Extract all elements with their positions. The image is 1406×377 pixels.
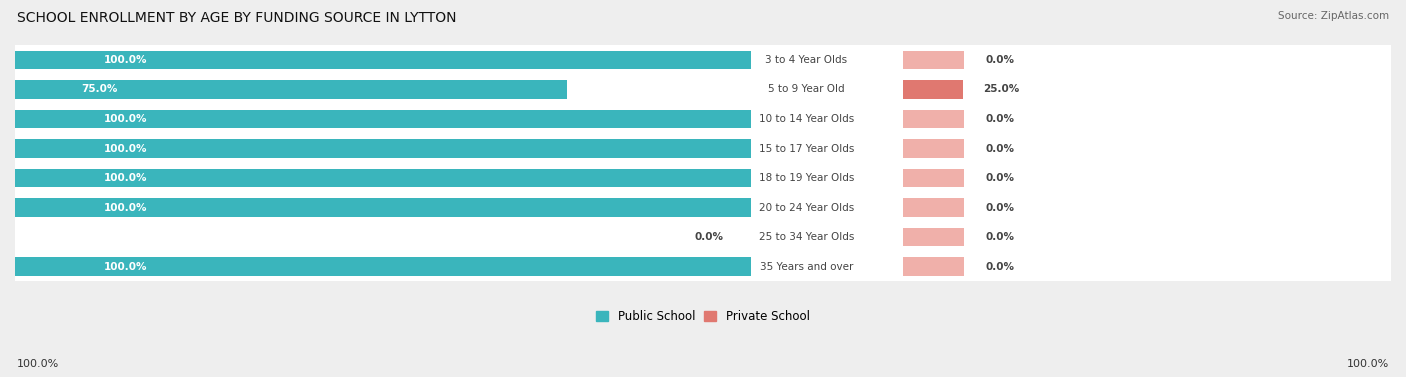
- Text: 100.0%: 100.0%: [103, 202, 146, 213]
- Text: 100.0%: 100.0%: [17, 359, 59, 369]
- Text: 25 to 34 Year Olds: 25 to 34 Year Olds: [758, 232, 853, 242]
- Text: 100.0%: 100.0%: [103, 144, 146, 153]
- Text: 0.0%: 0.0%: [986, 173, 1014, 183]
- Bar: [903, 80, 963, 99]
- Text: Source: ZipAtlas.com: Source: ZipAtlas.com: [1278, 11, 1389, 21]
- FancyBboxPatch shape: [11, 190, 1395, 225]
- FancyBboxPatch shape: [11, 42, 1395, 78]
- Text: 100.0%: 100.0%: [1347, 359, 1389, 369]
- Bar: [15, 51, 751, 69]
- FancyBboxPatch shape: [11, 219, 1395, 255]
- Bar: [903, 139, 965, 158]
- Text: 0.0%: 0.0%: [986, 114, 1014, 124]
- FancyBboxPatch shape: [11, 101, 1395, 136]
- Bar: [15, 169, 751, 187]
- Text: 0.0%: 0.0%: [986, 55, 1014, 65]
- Text: 10 to 14 Year Olds: 10 to 14 Year Olds: [759, 114, 853, 124]
- Bar: [15, 198, 751, 217]
- Text: 0.0%: 0.0%: [986, 262, 1014, 272]
- FancyBboxPatch shape: [11, 131, 1395, 166]
- Bar: [903, 198, 965, 217]
- Text: 0.0%: 0.0%: [986, 232, 1014, 242]
- Text: 0.0%: 0.0%: [695, 232, 724, 242]
- Text: 0.0%: 0.0%: [986, 202, 1014, 213]
- FancyBboxPatch shape: [11, 161, 1395, 196]
- Text: 3 to 4 Year Olds: 3 to 4 Year Olds: [765, 55, 848, 65]
- Text: 0.0%: 0.0%: [986, 144, 1014, 153]
- Text: 20 to 24 Year Olds: 20 to 24 Year Olds: [759, 202, 853, 213]
- FancyBboxPatch shape: [11, 249, 1395, 284]
- Text: 100.0%: 100.0%: [103, 262, 146, 272]
- Bar: [15, 139, 751, 158]
- Bar: [15, 257, 751, 276]
- Text: 100.0%: 100.0%: [103, 55, 146, 65]
- Legend: Public School, Private School: Public School, Private School: [592, 305, 814, 328]
- Text: SCHOOL ENROLLMENT BY AGE BY FUNDING SOURCE IN LYTTON: SCHOOL ENROLLMENT BY AGE BY FUNDING SOUR…: [17, 11, 457, 25]
- Text: 100.0%: 100.0%: [103, 173, 146, 183]
- Text: 5 to 9 Year Old: 5 to 9 Year Old: [768, 84, 845, 95]
- Text: 35 Years and over: 35 Years and over: [759, 262, 853, 272]
- Text: 15 to 17 Year Olds: 15 to 17 Year Olds: [758, 144, 853, 153]
- FancyBboxPatch shape: [11, 72, 1395, 107]
- Bar: [15, 110, 751, 128]
- Text: 100.0%: 100.0%: [103, 114, 146, 124]
- Bar: [903, 228, 965, 246]
- Bar: [903, 110, 965, 128]
- Bar: [903, 169, 965, 187]
- Bar: [903, 257, 965, 276]
- Bar: [15, 80, 567, 99]
- Text: 75.0%: 75.0%: [82, 84, 118, 95]
- Text: 18 to 19 Year Olds: 18 to 19 Year Olds: [758, 173, 853, 183]
- Text: 25.0%: 25.0%: [983, 84, 1019, 95]
- Bar: [903, 51, 965, 69]
